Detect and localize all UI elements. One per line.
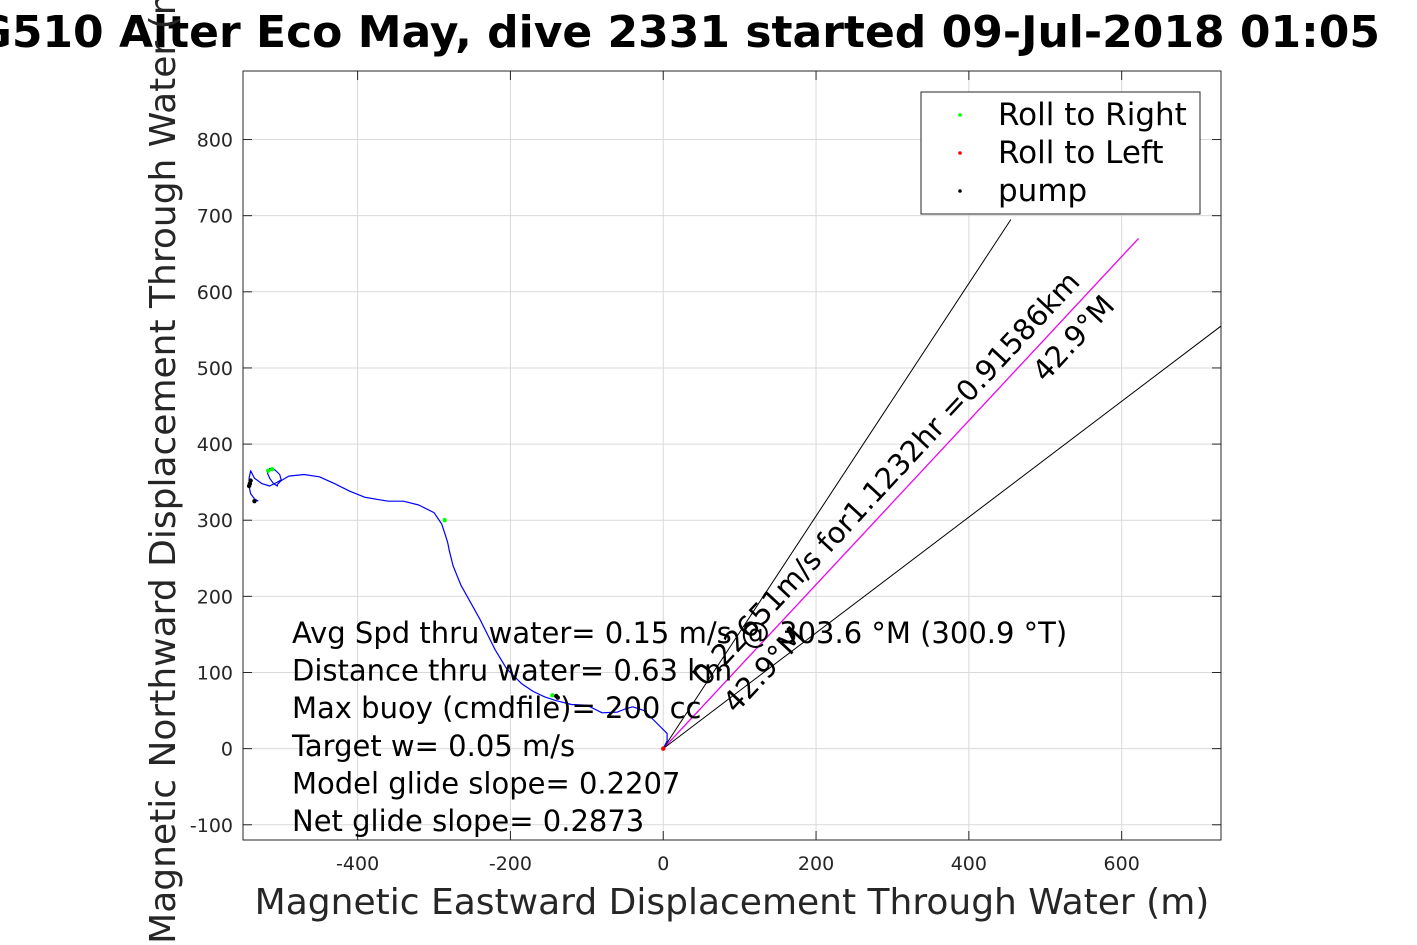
y-tick-label: 200 bbox=[197, 586, 233, 608]
plot-area-frame bbox=[242, 70, 1222, 841]
x-tick-label: -200 bbox=[489, 853, 532, 875]
grid bbox=[243, 71, 1221, 840]
stats-block: Avg Spd thru water= 0.15 m/s @ 303.6 °M … bbox=[291, 616, 1067, 838]
bearing-line bbox=[662, 238, 1139, 750]
roll-left-point bbox=[661, 746, 666, 751]
x-tick-label: 600 bbox=[1104, 853, 1140, 875]
y-tick-label: 600 bbox=[197, 282, 233, 304]
legend-label-roll-left: Roll to Left bbox=[998, 135, 1164, 171]
pump-point bbox=[555, 695, 560, 700]
stats-line: Distance thru water= 0.63 km bbox=[292, 654, 732, 688]
y-axis-label: Magnetic Northward Displacement Through … bbox=[143, 0, 184, 944]
legend-marker-pump bbox=[958, 189, 962, 193]
stats-line: Model glide slope= 0.2207 bbox=[292, 766, 680, 800]
y-tick-label: 0 bbox=[221, 739, 233, 761]
roll-right-point bbox=[269, 467, 275, 472]
x-tick-label: -400 bbox=[336, 853, 379, 875]
y-tick-label: 800 bbox=[197, 130, 233, 152]
track-line bbox=[248, 467, 668, 749]
pump-point bbox=[248, 478, 253, 483]
axis-ticks: -400 -200 0 200 400 600 -100 0 100 200 300 400 500 60… bbox=[190, 71, 1221, 875]
legend-label-roll-right: Roll to Right bbox=[998, 97, 1187, 133]
bearing-line bbox=[662, 219, 1012, 749]
y-tick-label: 100 bbox=[197, 662, 233, 684]
data-area bbox=[246, 219, 1221, 751]
stats-line: Net glide slope= 0.2873 bbox=[292, 804, 644, 838]
legend: Roll to Right Roll to Left pump bbox=[920, 91, 1201, 215]
y-tick-label: 700 bbox=[197, 206, 233, 228]
chart-title: SG510 Alter Eco May, dive 2331 started 0… bbox=[0, 7, 1380, 58]
legend-box bbox=[920, 91, 1201, 215]
legend-marker-roll-left bbox=[958, 151, 962, 155]
roll-right-point bbox=[442, 518, 447, 523]
roll-right-point bbox=[266, 468, 271, 473]
stats-line: Avg Spd thru water= 0.15 m/s @ 303.6 °M … bbox=[292, 616, 1067, 650]
roll-right-point bbox=[550, 693, 555, 698]
y-tick-label: 500 bbox=[197, 358, 233, 380]
legend-label-pump: pump bbox=[998, 173, 1087, 209]
y-tick-label: 300 bbox=[197, 510, 233, 532]
x-tick-label: 200 bbox=[798, 853, 834, 875]
bearing-line bbox=[662, 325, 1221, 750]
pump-point bbox=[252, 498, 257, 504]
stats-line: Target w= 0.05 m/s bbox=[291, 729, 575, 763]
legend-marker-roll-right bbox=[958, 113, 962, 117]
x-tick-label: 400 bbox=[951, 853, 987, 875]
y-tick-label: 400 bbox=[197, 434, 233, 456]
y-tick-label: -100 bbox=[190, 815, 233, 837]
x-tick-label: 0 bbox=[657, 853, 669, 875]
x-axis-label: Magnetic Eastward Displacement Through W… bbox=[255, 882, 1210, 923]
stats-line: Max buoy (cmdfile)= 200 cc bbox=[292, 691, 701, 725]
